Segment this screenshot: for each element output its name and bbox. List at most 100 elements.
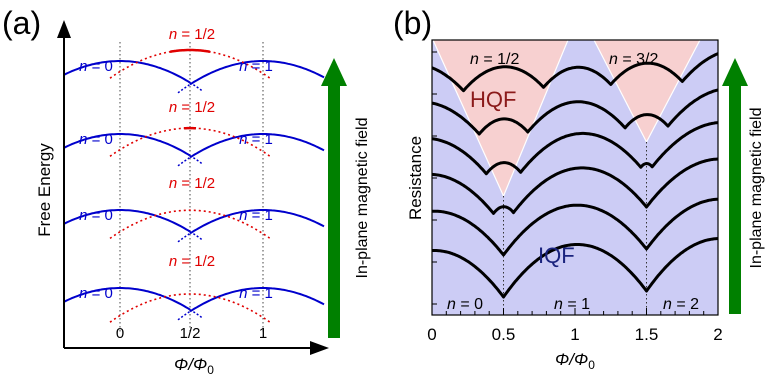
ground-state-n-half — [169, 48, 211, 54]
magnetic-field-arrow-b — [722, 58, 748, 314]
n-var: n — [79, 58, 87, 75]
n-var: n — [79, 131, 87, 148]
tick-label-1.5-b: 1.5 — [635, 325, 659, 344]
label-n0-a: n = 0 — [79, 131, 113, 148]
x-axis-label-b-sub: 0 — [588, 358, 595, 372]
label-n0-a: n = 0 — [79, 58, 113, 75]
label-n-3half-b: n = 3/2 — [609, 51, 658, 68]
label-n-0-b: n = 0 — [447, 296, 483, 313]
panel-b-ticks — [431, 51, 719, 315]
resistance-curve-5 — [432, 88, 718, 136]
n-rest: = 1/2 — [479, 51, 520, 68]
label-n-half-b: n = 1/2 — [470, 51, 519, 68]
n-rest: = 1 — [247, 58, 272, 75]
label-n1-a: n = 1 — [239, 131, 273, 148]
n-var: n — [169, 26, 177, 43]
panel-b-dotted-guides — [503, 142, 647, 315]
n-var: n — [447, 296, 456, 313]
n-var: n — [239, 58, 247, 75]
n-rest: = 0 — [87, 58, 112, 75]
n-var: n — [239, 131, 247, 148]
arrow-shaft-a — [328, 84, 340, 338]
x-axis-label-b: Φ/Φ0 — [555, 350, 595, 372]
n-rest: = 0 — [456, 296, 483, 313]
n-var: n — [79, 207, 87, 224]
n-var: n — [609, 51, 618, 68]
x-axis-label-a: Φ/Φ0 — [174, 355, 214, 377]
n-rest: = 0 — [87, 285, 112, 302]
x-axis-label-b-main: Φ/Φ — [555, 350, 588, 369]
parabola-n1-dotted — [177, 232, 191, 243]
label-n-half-a: n = 1/2 — [169, 26, 215, 43]
n-var: n — [239, 285, 247, 302]
n-rest: = 2 — [672, 296, 699, 313]
label-n1-a: n = 1 — [239, 285, 273, 302]
arrow-head-a — [321, 58, 347, 86]
y-axis-arrowhead-a — [57, 20, 71, 38]
x-axis-arrowhead-a — [310, 341, 329, 355]
hqf-region-3half — [594, 40, 700, 142]
n-rest: = 1 — [247, 131, 272, 148]
tick-label-0-a: 0 — [116, 325, 124, 342]
parabola-n1 — [189, 60, 325, 86]
n-rest: = 1/2 — [177, 253, 215, 270]
resistance-curve-4 — [432, 121, 718, 176]
label-n-half-a: n = 1/2 — [169, 253, 215, 270]
n-rest: = 3/2 — [618, 51, 659, 68]
tick-label-0.5-b: 0.5 — [492, 325, 516, 344]
panel-b-resistance-curves — [432, 52, 718, 299]
parabola-n0 — [64, 60, 191, 84]
arrow-shaft-b — [729, 84, 741, 314]
n-var: n — [79, 285, 87, 302]
n-var: n — [663, 296, 672, 313]
parabola-n-half — [109, 293, 271, 323]
parabola-n1 — [189, 287, 325, 313]
magnetic-field-arrow-a — [321, 58, 347, 338]
y-axis-label-a: Free Energy — [35, 143, 54, 237]
label-n-half-a: n = 1/2 — [169, 99, 215, 116]
label-n0-a: n = 0 — [79, 285, 113, 302]
parabola-n0 — [64, 209, 191, 233]
parabola-n1-dotted — [177, 83, 191, 94]
n-var: n — [169, 253, 177, 270]
parabola-n-half — [109, 209, 271, 240]
panel-a-axes — [57, 20, 329, 355]
label-n-1-b: n = 1 — [554, 296, 590, 313]
label-n-half-a: n = 1/2 — [169, 175, 215, 192]
parabola-n1 — [189, 133, 325, 159]
y-axis-label-b: Resistance — [406, 136, 425, 220]
parabola-n1-dotted — [177, 156, 191, 167]
parabola-n0 — [64, 287, 191, 311]
region-label-iqf: IQF — [538, 243, 575, 268]
arrow-head-b — [722, 58, 748, 86]
resistance-curve-2 — [432, 197, 718, 257]
n-var: n — [554, 296, 563, 313]
arrow-label-a: In-plane magnetic field — [354, 118, 371, 279]
tick-label-2-b: 2 — [713, 325, 722, 344]
tick-label-1-a: 1 — [259, 325, 267, 342]
n-var: n — [169, 99, 177, 116]
panel-a-energy-curves — [64, 48, 325, 323]
tick-label-half-a: 1/2 — [180, 325, 201, 342]
resistance-curve-3 — [432, 157, 718, 215]
label-n0-a: n = 0 — [79, 207, 113, 224]
n-rest: = 1/2 — [177, 175, 215, 192]
n-rest: = 0 — [87, 207, 112, 224]
panel-a-dotted-guides — [119, 42, 264, 332]
panel-b: (b) Resistance 0 0.5 1 1.5 2 Φ/Φ0 HQF IQ… — [393, 5, 765, 372]
n-rest: = 1/2 — [177, 26, 215, 43]
n-var: n — [470, 51, 479, 68]
panel-a-label: (a) — [2, 5, 41, 41]
x-axis-label-a-sub: 0 — [207, 363, 214, 377]
n-rest: = 1 — [563, 296, 590, 313]
region-label-hqf: HQF — [470, 87, 516, 112]
label-n-2-b: n = 2 — [663, 296, 699, 313]
resistance-curve-6 — [432, 52, 718, 93]
n-var: n — [239, 207, 247, 224]
tick-label-0-b: 0 — [427, 325, 436, 344]
parabola-n1 — [189, 209, 325, 235]
n-rest: = 1 — [247, 285, 272, 302]
